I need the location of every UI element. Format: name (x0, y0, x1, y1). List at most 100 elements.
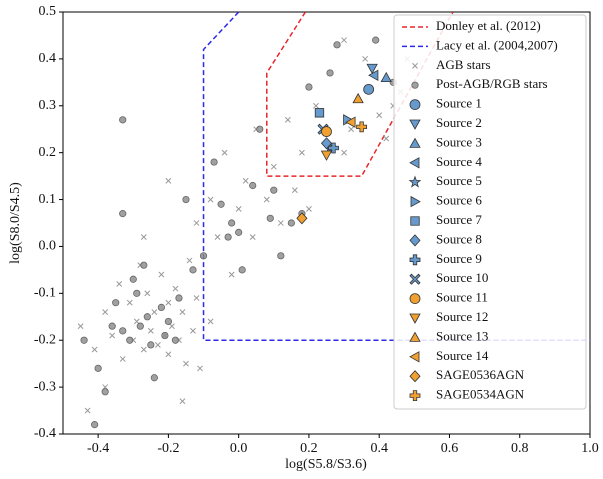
marker (199, 252, 208, 260)
marker (409, 119, 421, 130)
marker (165, 351, 172, 358)
marker (284, 116, 291, 123)
legend: Donley et al. (2012) Lacy et al. (2004,20… (393, 14, 587, 410)
marker (409, 331, 421, 342)
marker (175, 294, 183, 302)
y-axis-label: log(S8.0/S4.5) (8, 182, 23, 264)
marker (410, 195, 421, 208)
y-tick-label: -0.3 (34, 379, 56, 394)
marker (190, 327, 196, 334)
marker (341, 37, 347, 44)
legend-label: Source 9 (436, 251, 482, 266)
marker (189, 266, 197, 274)
marker (352, 92, 364, 104)
legend-label: Source 12 (436, 309, 488, 324)
x-tick-label: -0.2 (157, 441, 179, 456)
marker (164, 317, 172, 326)
marker (409, 293, 421, 305)
marker (207, 196, 214, 203)
marker (306, 206, 312, 212)
marker (326, 69, 334, 77)
marker (183, 360, 189, 367)
marker (193, 295, 200, 301)
marker (409, 313, 421, 324)
marker (333, 41, 341, 49)
marker (380, 71, 392, 83)
marker (157, 303, 165, 311)
marker (341, 149, 347, 156)
marker (235, 206, 242, 212)
y-tick-label: 0.0 (39, 239, 57, 254)
marker (172, 285, 179, 292)
marker (409, 273, 421, 285)
y-tick-label: -0.4 (34, 426, 56, 441)
legend-label: Source 7 (436, 212, 482, 227)
marker (411, 81, 419, 89)
marker (197, 365, 203, 372)
x-tick-label: 0.0 (230, 441, 248, 456)
marker (270, 186, 278, 194)
marker (126, 336, 134, 344)
marker (119, 327, 127, 335)
marker (368, 69, 379, 81)
plot (77, 12, 590, 429)
marker (313, 102, 319, 109)
x-tick-label: 0.8 (511, 441, 529, 456)
marker (314, 108, 325, 118)
marker (214, 234, 221, 240)
marker (235, 228, 243, 236)
marker (126, 299, 133, 306)
marker (249, 181, 257, 190)
marker (410, 216, 420, 226)
y-tick-label: 0.3 (39, 98, 57, 113)
legend-label: Lacy et al. (2004,2007) (436, 37, 558, 52)
marker (119, 356, 126, 362)
x-axis-label: log(S5.8/S3.6) (285, 457, 367, 472)
marker (112, 299, 120, 307)
legend-label: Donley et al. (2012) (436, 18, 541, 33)
legend-label: Source 2 (436, 115, 482, 130)
legend-label: Source 14 (436, 348, 489, 363)
marker (116, 281, 123, 287)
marker (109, 332, 116, 339)
legend-label: SAGE0536AGN (436, 367, 525, 382)
marker (91, 421, 99, 429)
marker (409, 370, 421, 383)
marker (412, 62, 418, 69)
y-tick-label: -0.1 (34, 286, 56, 301)
legend-label: Source 8 (436, 231, 482, 246)
marker (270, 163, 277, 170)
marker (119, 116, 127, 124)
marker (291, 187, 298, 194)
marker (77, 323, 84, 330)
legend-label: AGB stars (436, 57, 491, 72)
marker (287, 219, 295, 227)
marker (263, 196, 270, 203)
marker (136, 322, 144, 330)
marker (224, 233, 232, 241)
marker (119, 210, 127, 218)
marker (305, 83, 313, 91)
marker (372, 36, 380, 44)
marker (238, 266, 246, 274)
x-tick-label: 0.4 (370, 441, 388, 456)
marker (409, 137, 421, 148)
marker (91, 346, 98, 353)
marker (80, 336, 88, 344)
marker (356, 121, 368, 133)
marker (144, 290, 151, 297)
marker (186, 257, 193, 264)
marker (409, 390, 421, 401)
marker (409, 99, 421, 110)
legend-label: Source 5 (436, 173, 482, 188)
marker (242, 177, 249, 184)
marker (266, 214, 274, 222)
legend-label: Source 10 (436, 270, 488, 285)
marker (94, 364, 102, 372)
x-tick-label: -0.4 (87, 441, 109, 456)
marker (143, 313, 151, 321)
marker (363, 83, 375, 95)
y-tick-label: -0.2 (34, 332, 56, 347)
marker (221, 149, 228, 156)
